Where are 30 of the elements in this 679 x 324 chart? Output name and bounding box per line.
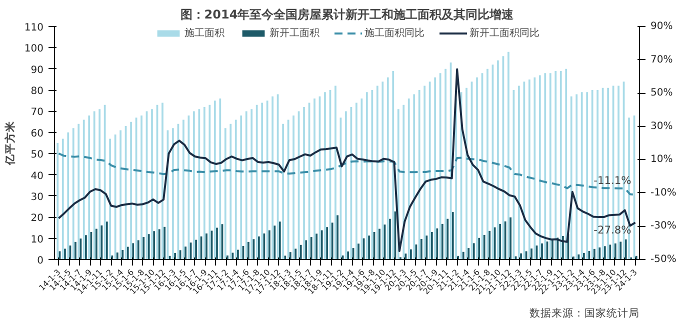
y2-tick-label: -10% bbox=[650, 187, 676, 198]
y-tick-label: 50 bbox=[30, 150, 44, 161]
y2-tick-label: 50% bbox=[650, 88, 673, 99]
legend-label: 新开工面积同比 bbox=[470, 26, 540, 40]
y-tick-label: 60 bbox=[30, 128, 44, 140]
y2-tick-label: 10% bbox=[650, 154, 673, 166]
y-tick-label: 40 bbox=[30, 170, 44, 182]
chart-title: 图：2014年至今全国房屋累计新开工和施工面积及其同比增速 bbox=[180, 8, 515, 22]
y-tick-label: 90 bbox=[30, 64, 44, 76]
y-tick-label: 10 bbox=[30, 234, 44, 246]
y-tick-label: 110 bbox=[24, 22, 44, 34]
y2-tick-label: 90% bbox=[650, 21, 673, 32]
legend-label: 施工面积同比 bbox=[364, 26, 424, 40]
legend-label: 新开工面积 bbox=[270, 26, 320, 40]
y-tick-label: 80 bbox=[30, 86, 44, 98]
y-tick-label: 70 bbox=[30, 107, 44, 118]
y-tick-label: 0 bbox=[37, 256, 44, 266]
y2-tick-label: -50% bbox=[650, 254, 676, 265]
legend-label: 施工面积 bbox=[184, 26, 224, 40]
y-axis-title: 亿平方米 bbox=[3, 120, 16, 166]
line-series bbox=[58, 68, 636, 252]
y-tick-label: 30 bbox=[30, 192, 44, 203]
y-tick-label: 100 bbox=[24, 44, 44, 55]
y2-tick-label: 70% bbox=[650, 54, 673, 66]
source-note: 数据来源：国家统计局 bbox=[530, 306, 640, 320]
y-tick-label: 20 bbox=[30, 213, 44, 224]
annotation: -11.1% bbox=[594, 174, 632, 187]
annotation: -27.8% bbox=[594, 224, 632, 237]
y2-tick-label: -30% bbox=[650, 220, 676, 232]
y2-tick-label: 30% bbox=[650, 120, 673, 132]
